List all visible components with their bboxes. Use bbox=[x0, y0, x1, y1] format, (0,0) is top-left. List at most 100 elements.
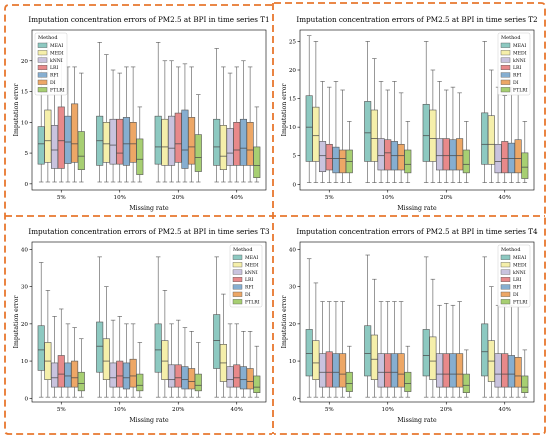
iqr-box bbox=[521, 375, 529, 393]
box-di-40pct bbox=[246, 331, 254, 398]
y-tick-label: 20 bbox=[21, 59, 29, 65]
chart-panel-t4: Imputation concentration errors of PM2.5… bbox=[278, 222, 540, 427]
box-ftlri-20pct bbox=[462, 349, 470, 398]
x-axis-label: Missing rate bbox=[397, 417, 437, 424]
legend-swatch-meai bbox=[500, 42, 511, 48]
box-ftlri-10pct bbox=[404, 345, 412, 398]
box-ftlri-10pct bbox=[404, 121, 412, 183]
legend-label-knni: kNNI bbox=[513, 58, 526, 64]
legend-swatch-medi bbox=[500, 262, 511, 268]
legend-label-di: DI bbox=[513, 292, 519, 298]
x-tick-label: 20% bbox=[172, 195, 184, 201]
box-di-40pct bbox=[246, 66, 254, 183]
iqr-box bbox=[364, 325, 372, 377]
x-axis-label: Missing rate bbox=[129, 205, 169, 212]
legend-label-meai: MEAI bbox=[50, 43, 63, 49]
iqr-box bbox=[436, 353, 444, 388]
legend-label-rfi: RFI bbox=[245, 285, 254, 291]
x-tick-label: 10% bbox=[114, 407, 126, 413]
iqr-box bbox=[116, 360, 124, 388]
iqr-box bbox=[109, 362, 117, 388]
legend-title: Method bbox=[233, 247, 253, 253]
x-tick-label: 5% bbox=[325, 407, 334, 413]
box-di-20pct bbox=[188, 66, 196, 183]
box-di-5pct bbox=[71, 327, 79, 398]
iqr-box bbox=[246, 368, 254, 390]
iqr-box bbox=[77, 371, 85, 392]
legend-swatch-di bbox=[500, 79, 511, 85]
chart-title: Imputation concentration errors of PM2.5… bbox=[28, 15, 269, 24]
y-axis-label: Imputation error bbox=[13, 84, 20, 137]
y-tick-label: 10 bbox=[289, 125, 297, 131]
legend-swatch-ftlri bbox=[37, 87, 48, 93]
iqr-box bbox=[194, 373, 202, 392]
box-di-10pct bbox=[397, 92, 405, 183]
legend-swatch-rfi bbox=[500, 284, 511, 290]
y-tick-label: 25 bbox=[289, 39, 297, 45]
y-tick-label: 15 bbox=[289, 97, 297, 103]
iqr-box bbox=[345, 371, 353, 392]
iqr-box bbox=[174, 112, 182, 163]
iqr-box bbox=[377, 138, 385, 171]
iqr-box bbox=[154, 115, 162, 165]
y-tick-label: 10 bbox=[21, 120, 29, 126]
legend-label-rfi: RFI bbox=[513, 285, 522, 291]
y-tick-label: 15 bbox=[21, 90, 29, 96]
iqr-box bbox=[44, 109, 52, 163]
legend-label-di: DI bbox=[513, 80, 519, 86]
legend-label-knni: kNNI bbox=[50, 58, 63, 64]
iqr-box bbox=[442, 353, 450, 388]
box-di-40pct bbox=[514, 301, 522, 398]
iqr-box bbox=[397, 353, 405, 388]
iqr-box bbox=[161, 118, 169, 166]
legend-swatch-medi bbox=[232, 262, 243, 268]
legend-swatch-di bbox=[500, 291, 511, 297]
iqr-box bbox=[364, 101, 372, 162]
box-ftlri-20pct bbox=[194, 94, 202, 183]
y-tick-label: 0 bbox=[292, 396, 296, 402]
iqr-box bbox=[305, 95, 313, 162]
box-meai-40pct bbox=[213, 256, 221, 398]
box-ftlri-10pct bbox=[136, 342, 144, 398]
x-tick-label: 20% bbox=[172, 407, 184, 413]
chart-title: Imputation concentration errors of PM2.5… bbox=[296, 15, 537, 24]
x-tick-label: 40% bbox=[499, 195, 511, 201]
iqr-box bbox=[339, 353, 347, 388]
frame-right bbox=[274, 2, 546, 435]
legend-label-lri: LRI bbox=[245, 277, 254, 283]
iqr-box bbox=[462, 149, 470, 174]
iqr-box bbox=[422, 329, 430, 377]
y-axis-label: Imputation error bbox=[13, 296, 20, 349]
iqr-box bbox=[494, 143, 502, 174]
x-tick-label: 40% bbox=[499, 407, 511, 413]
iqr-box bbox=[226, 128, 234, 166]
box-ftlri-40pct bbox=[521, 349, 529, 398]
iqr-box bbox=[71, 103, 79, 163]
iqr-box bbox=[339, 149, 347, 174]
iqr-box bbox=[239, 366, 247, 390]
iqr-box bbox=[312, 340, 320, 380]
iqr-box bbox=[64, 115, 72, 164]
box-medi-20pct bbox=[161, 290, 169, 398]
iqr-box bbox=[456, 353, 464, 388]
legend-label-meai: MEAI bbox=[513, 43, 526, 49]
legend-label-lri: LRI bbox=[513, 65, 522, 71]
y-tick-label: 30 bbox=[289, 285, 297, 291]
legend-swatch-knni bbox=[500, 269, 511, 275]
iqr-box bbox=[136, 138, 144, 175]
box-ftlri-20pct bbox=[462, 121, 470, 183]
iqr-box bbox=[122, 362, 130, 390]
legend-label-medi: MEDI bbox=[245, 262, 259, 268]
iqr-box bbox=[481, 323, 489, 377]
box-medi-5pct bbox=[312, 41, 320, 183]
iqr-box bbox=[422, 103, 430, 162]
iqr-box bbox=[129, 358, 137, 388]
iqr-box bbox=[481, 112, 489, 165]
iqr-box bbox=[319, 141, 327, 173]
legend-label-medi: MEDI bbox=[50, 50, 64, 56]
legend-swatch-lri bbox=[37, 65, 48, 71]
box-di-20pct bbox=[456, 301, 464, 398]
